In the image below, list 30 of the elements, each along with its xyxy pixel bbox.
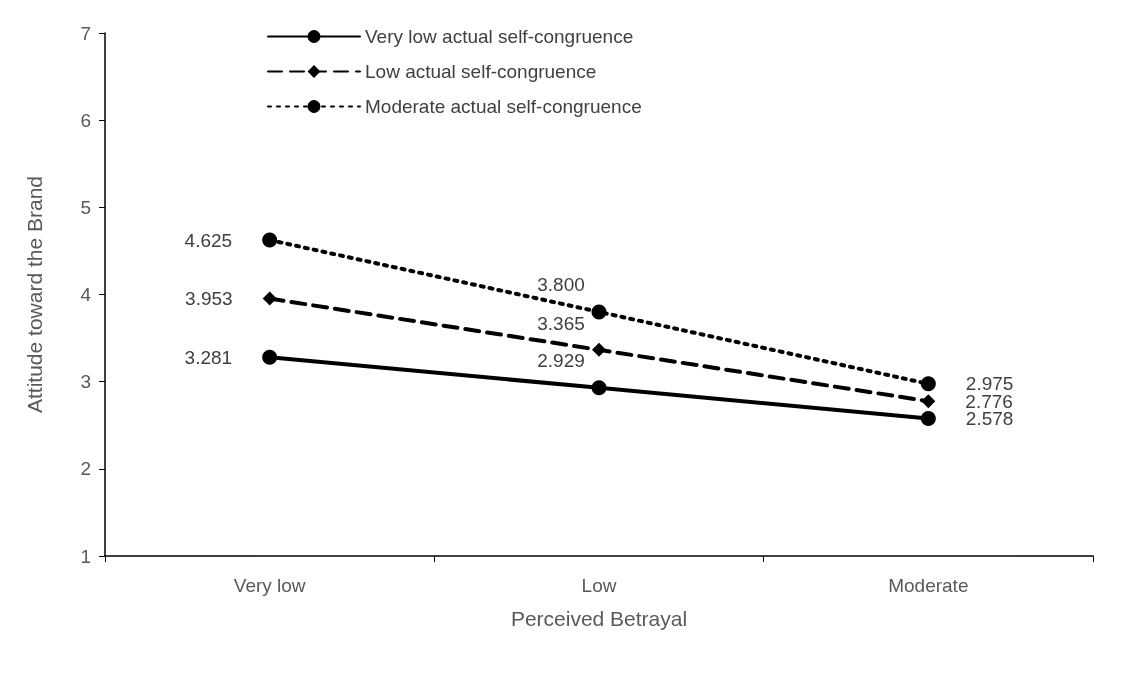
y-tick-label: 2 <box>80 458 91 480</box>
y-tick-label: 1 <box>80 545 91 567</box>
point <box>262 232 278 248</box>
y-tick-label: 3 <box>80 371 91 393</box>
data-label: 2.929 <box>537 350 585 372</box>
x-tick-label: Low <box>581 575 617 596</box>
data-label: 3.281 <box>184 346 233 368</box>
y-axis-title: Attitude toward the Brand <box>23 176 46 413</box>
x-tick-label: Moderate <box>888 575 969 596</box>
x-axis-title: Perceived Betrayal <box>510 607 688 630</box>
y-tick-label: 5 <box>80 196 91 218</box>
y-tick-label: 7 <box>80 22 91 44</box>
data-label: 3.800 <box>537 274 585 296</box>
y-tick-label: 6 <box>80 109 91 131</box>
point <box>921 394 936 409</box>
data-label: 3.953 <box>185 288 233 310</box>
legend-label: Low actual self-congruence <box>365 61 597 82</box>
point <box>920 376 936 392</box>
data-label: 4.625 <box>184 229 233 251</box>
point <box>262 291 277 306</box>
legend-label: Moderate actual self-congruence <box>365 96 642 117</box>
point <box>591 304 607 320</box>
point <box>592 342 606 357</box>
y-tick-label: 4 <box>80 284 92 305</box>
point <box>591 380 607 396</box>
legend-label: Very low actual self-congruence <box>365 26 634 47</box>
point <box>920 410 936 426</box>
point <box>262 349 278 365</box>
data-label: 3.365 <box>537 312 585 334</box>
x-tick-label: Very low <box>233 575 306 596</box>
